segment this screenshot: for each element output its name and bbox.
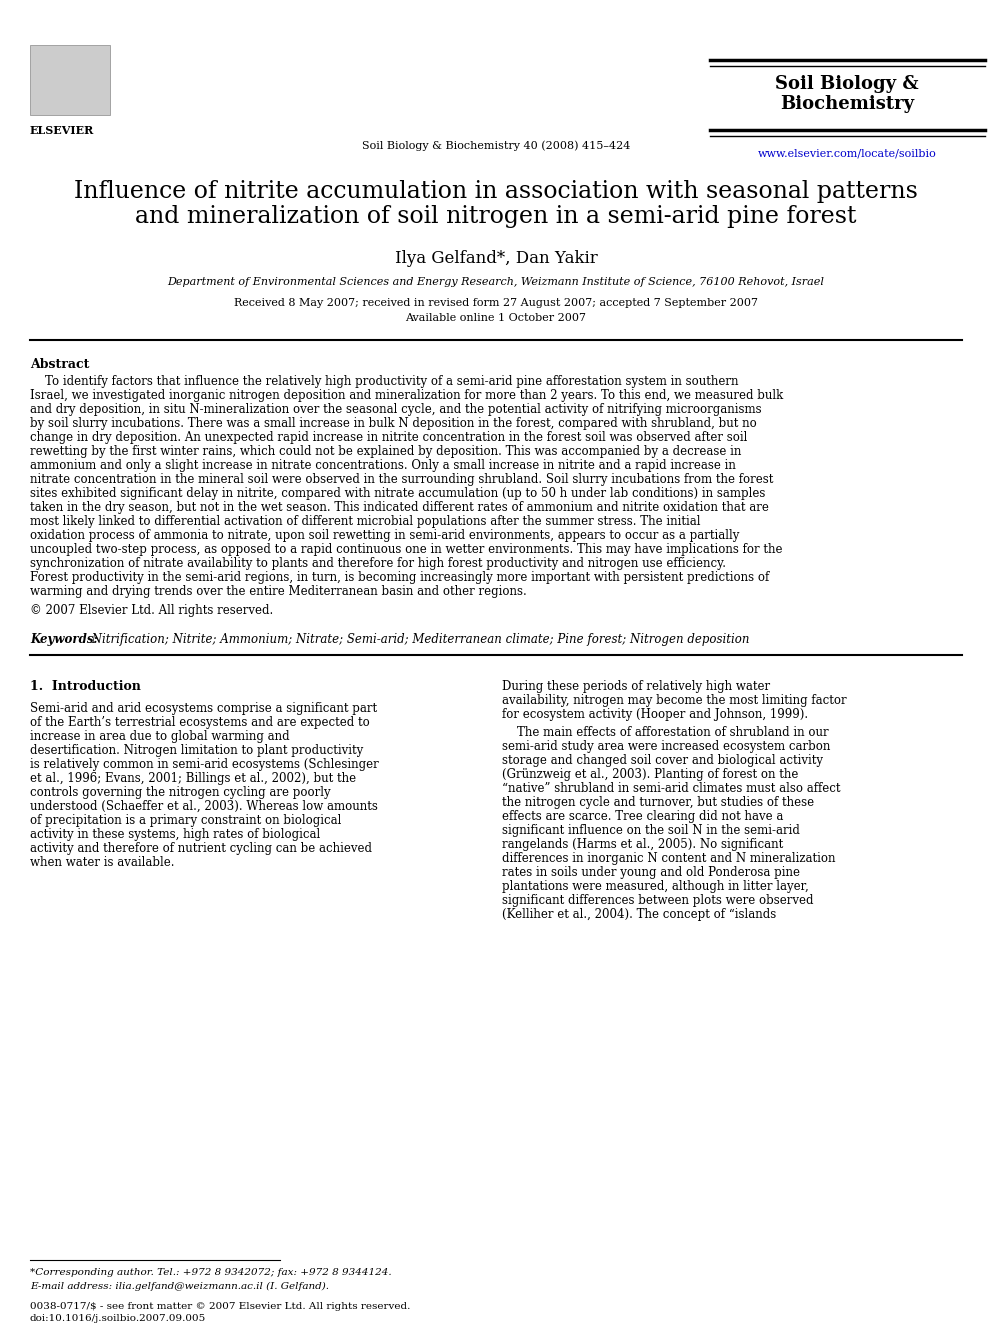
Text: et al., 1996; Evans, 2001; Billings et al., 2002), but the: et al., 1996; Evans, 2001; Billings et a… bbox=[30, 773, 356, 785]
Text: rewetting by the first winter rains, which could not be explained by deposition.: rewetting by the first winter rains, whi… bbox=[30, 445, 741, 458]
Text: of the Earth’s terrestrial ecosystems and are expected to: of the Earth’s terrestrial ecosystems an… bbox=[30, 716, 370, 729]
Text: warming and drying trends over the entire Mediterranean basin and other regions.: warming and drying trends over the entir… bbox=[30, 585, 527, 598]
Text: for ecosystem activity (Hooper and Johnson, 1999).: for ecosystem activity (Hooper and Johns… bbox=[502, 708, 808, 721]
Text: activity and therefore of nutrient cycling can be achieved: activity and therefore of nutrient cycli… bbox=[30, 841, 372, 855]
Text: significant influence on the soil N in the semi-arid: significant influence on the soil N in t… bbox=[502, 824, 800, 837]
Text: ELSEVIER: ELSEVIER bbox=[30, 124, 94, 136]
Text: During these periods of relatively high water: During these periods of relatively high … bbox=[502, 680, 770, 693]
Text: Semi-arid and arid ecosystems comprise a significant part: Semi-arid and arid ecosystems comprise a… bbox=[30, 703, 377, 714]
Text: 0038-0717/$ - see front matter © 2007 Elsevier Ltd. All rights reserved.: 0038-0717/$ - see front matter © 2007 El… bbox=[30, 1302, 411, 1311]
Text: plantations were measured, although in litter layer,: plantations were measured, although in l… bbox=[502, 880, 808, 893]
FancyBboxPatch shape bbox=[30, 45, 110, 115]
Text: availability, nitrogen may become the most limiting factor: availability, nitrogen may become the mo… bbox=[502, 695, 846, 706]
Text: Israel, we investigated inorganic nitrogen deposition and mineralization for mor: Israel, we investigated inorganic nitrog… bbox=[30, 389, 784, 402]
Text: Nitrification; Nitrite; Ammonium; Nitrate; Semi-arid; Mediterranean climate; Pin: Nitrification; Nitrite; Ammonium; Nitrat… bbox=[88, 632, 750, 646]
Text: Abstract: Abstract bbox=[30, 359, 89, 370]
Text: oxidation process of ammonia to nitrate, upon soil rewetting in semi-arid enviro: oxidation process of ammonia to nitrate,… bbox=[30, 529, 739, 542]
Text: Received 8 May 2007; received in revised form 27 August 2007; accepted 7 Septemb: Received 8 May 2007; received in revised… bbox=[234, 298, 758, 308]
Text: “native” shrubland in semi-arid climates must also affect: “native” shrubland in semi-arid climates… bbox=[502, 782, 840, 795]
Text: and dry deposition, in situ N-mineralization over the seasonal cycle, and the po: and dry deposition, in situ N-mineraliza… bbox=[30, 404, 762, 415]
Text: (Grünzweig et al., 2003). Planting of forest on the: (Grünzweig et al., 2003). Planting of fo… bbox=[502, 767, 799, 781]
Text: and mineralization of soil nitrogen in a semi-arid pine forest: and mineralization of soil nitrogen in a… bbox=[135, 205, 857, 228]
Text: controls governing the nitrogen cycling are poorly: controls governing the nitrogen cycling … bbox=[30, 786, 330, 799]
Text: Department of Environmental Sciences and Energy Research, Weizmann Institute of : Department of Environmental Sciences and… bbox=[168, 277, 824, 287]
Text: *Corresponding author. Tel.: +972 8 9342072; fax: +972 8 9344124.: *Corresponding author. Tel.: +972 8 9342… bbox=[30, 1267, 392, 1277]
Text: Soil Biology & Biochemistry 40 (2008) 415–424: Soil Biology & Biochemistry 40 (2008) 41… bbox=[362, 140, 630, 151]
Text: semi-arid study area were increased ecosystem carbon: semi-arid study area were increased ecos… bbox=[502, 740, 830, 753]
Text: activity in these systems, high rates of biological: activity in these systems, high rates of… bbox=[30, 828, 320, 841]
Text: (Kelliher et al., 2004). The concept of “islands: (Kelliher et al., 2004). The concept of … bbox=[502, 908, 777, 921]
Text: 1.  Introduction: 1. Introduction bbox=[30, 680, 141, 693]
Text: rangelands (Harms et al., 2005). No significant: rangelands (Harms et al., 2005). No sign… bbox=[502, 837, 784, 851]
Text: storage and changed soil cover and biological activity: storage and changed soil cover and biolo… bbox=[502, 754, 823, 767]
Text: taken in the dry season, but not in the wet season. This indicated different rat: taken in the dry season, but not in the … bbox=[30, 501, 769, 515]
Text: is relatively common in semi-arid ecosystems (Schlesinger: is relatively common in semi-arid ecosys… bbox=[30, 758, 379, 771]
Text: effects are scarce. Tree clearing did not have a: effects are scarce. Tree clearing did no… bbox=[502, 810, 784, 823]
Text: when water is available.: when water is available. bbox=[30, 856, 175, 869]
Text: increase in area due to global warming and: increase in area due to global warming a… bbox=[30, 730, 290, 744]
Text: significant differences between plots were observed: significant differences between plots we… bbox=[502, 894, 813, 908]
Text: the nitrogen cycle and turnover, but studies of these: the nitrogen cycle and turnover, but stu… bbox=[502, 796, 814, 808]
Text: desertification. Nitrogen limitation to plant productivity: desertification. Nitrogen limitation to … bbox=[30, 744, 363, 757]
Text: Soil Biology &: Soil Biology & bbox=[775, 75, 919, 93]
Text: To identify factors that influence the relatively high productivity of a semi-ar: To identify factors that influence the r… bbox=[30, 374, 738, 388]
Text: Ilya Gelfand*, Dan Yakir: Ilya Gelfand*, Dan Yakir bbox=[395, 250, 597, 267]
Text: rates in soils under young and old Ponderosa pine: rates in soils under young and old Ponde… bbox=[502, 867, 800, 878]
Text: Available online 1 October 2007: Available online 1 October 2007 bbox=[406, 314, 586, 323]
Text: understood (Schaeffer et al., 2003). Whereas low amounts: understood (Schaeffer et al., 2003). Whe… bbox=[30, 800, 378, 814]
Text: Keywords:: Keywords: bbox=[30, 632, 98, 646]
Text: change in dry deposition. An unexpected rapid increase in nitrite concentration : change in dry deposition. An unexpected … bbox=[30, 431, 747, 445]
Text: most likely linked to differential activation of different microbial populations: most likely linked to differential activ… bbox=[30, 515, 700, 528]
Text: of precipitation is a primary constraint on biological: of precipitation is a primary constraint… bbox=[30, 814, 341, 827]
Text: © 2007 Elsevier Ltd. All rights reserved.: © 2007 Elsevier Ltd. All rights reserved… bbox=[30, 605, 273, 617]
Text: Forest productivity in the semi-arid regions, in turn, is becoming increasingly : Forest productivity in the semi-arid reg… bbox=[30, 572, 769, 583]
Text: Biochemistry: Biochemistry bbox=[780, 95, 914, 112]
Text: nitrate concentration in the mineral soil were observed in the surrounding shrub: nitrate concentration in the mineral soi… bbox=[30, 474, 774, 486]
Text: differences in inorganic N content and N mineralization: differences in inorganic N content and N… bbox=[502, 852, 835, 865]
Text: sites exhibited significant delay in nitrite, compared with nitrate accumulation: sites exhibited significant delay in nit… bbox=[30, 487, 766, 500]
Text: Influence of nitrite accumulation in association with seasonal patterns: Influence of nitrite accumulation in ass… bbox=[74, 180, 918, 202]
Text: The main effects of afforestation of shrubland in our: The main effects of afforestation of shr… bbox=[502, 726, 828, 740]
Text: E-mail address: ilia.gelfand@weizmann.ac.il (I. Gelfand).: E-mail address: ilia.gelfand@weizmann.ac… bbox=[30, 1282, 329, 1291]
Text: www.elsevier.com/locate/soilbio: www.elsevier.com/locate/soilbio bbox=[758, 148, 936, 157]
Text: ammonium and only a slight increase in nitrate concentrations. Only a small incr: ammonium and only a slight increase in n… bbox=[30, 459, 736, 472]
Text: uncoupled two-step process, as opposed to a rapid continuous one in wetter envir: uncoupled two-step process, as opposed t… bbox=[30, 542, 783, 556]
Text: by soil slurry incubations. There was a small increase in bulk N deposition in t: by soil slurry incubations. There was a … bbox=[30, 417, 757, 430]
Text: doi:10.1016/j.soilbio.2007.09.005: doi:10.1016/j.soilbio.2007.09.005 bbox=[30, 1314, 206, 1323]
Text: synchronization of nitrate availability to plants and therefore for high forest : synchronization of nitrate availability … bbox=[30, 557, 726, 570]
